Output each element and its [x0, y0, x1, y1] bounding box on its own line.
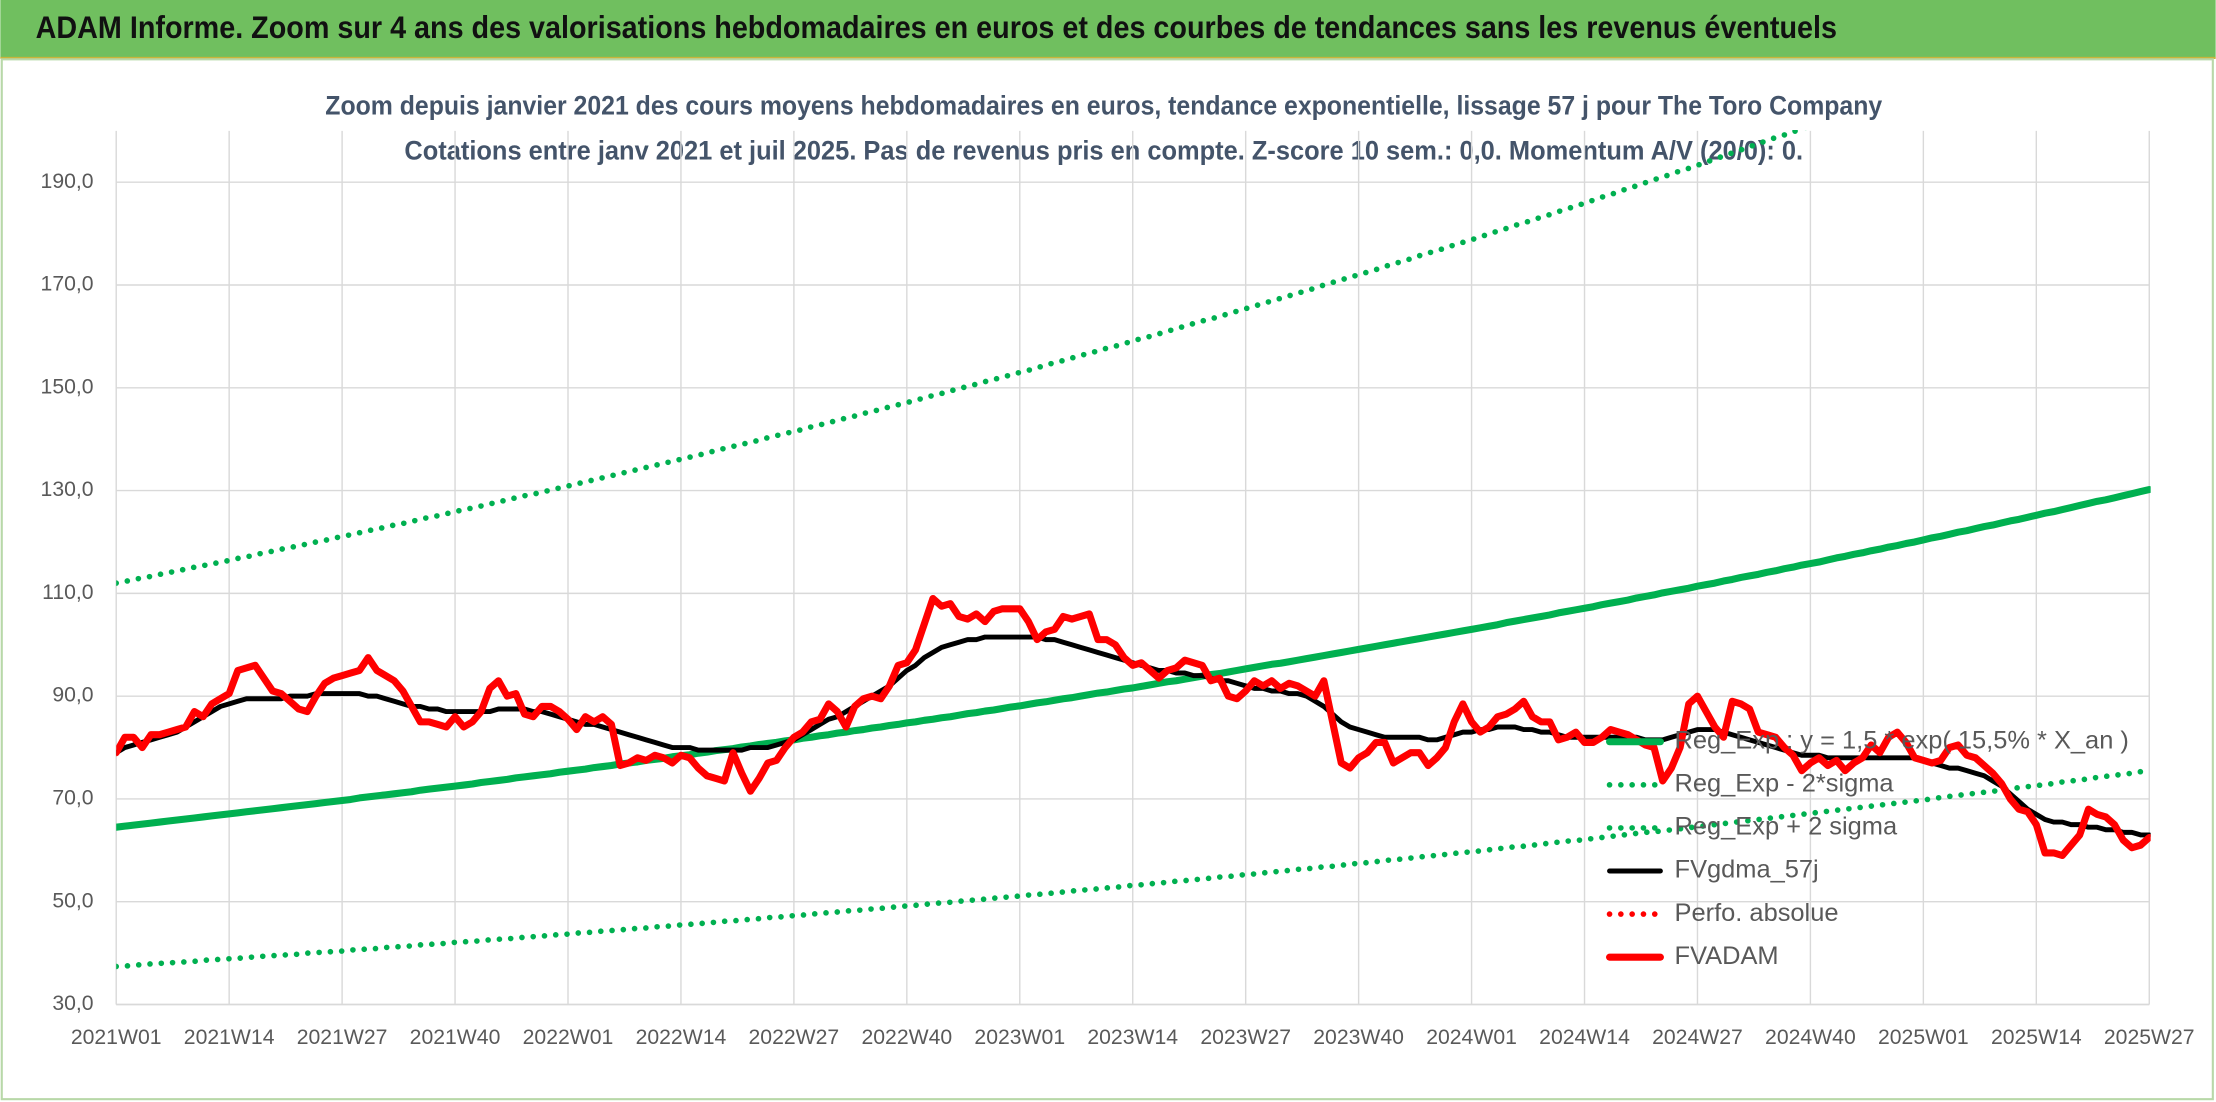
legend: Reg_Exp : y = 1,5 * exp( 15,5% * X_an ) R… [1606, 726, 2129, 970]
header-bar [0, 0, 2216, 58]
y-tick-label: 150,0 [41, 375, 94, 398]
y-tick-label: 30,0 [52, 992, 93, 1015]
x-tick-label: 2022W27 [749, 1026, 840, 1049]
legend-label: FVADAM [1675, 942, 1779, 970]
x-tick-label: 2021W01 [71, 1026, 162, 1049]
x-tick-label: 2022W14 [636, 1026, 727, 1049]
y-tick-label: 190,0 [41, 170, 94, 193]
chart-border [0, 58, 2214, 1101]
y-tick-label: 170,0 [41, 273, 94, 296]
x-tick-label: 2025W01 [1878, 1026, 1969, 1049]
x-tick-label: 2024W14 [1539, 1026, 1630, 1049]
x-tick-label: 2023W01 [974, 1026, 1065, 1049]
legend-label: Reg_Exp : y = 1,5 * exp( 15,5% * X_an ) [1675, 726, 2129, 754]
x-tick-label: 2023W27 [1200, 1026, 1291, 1049]
legend-label: Reg_Exp + 2 sigma [1675, 813, 1898, 841]
chart-title: Zoom depuis janvier 2021 des cours moyen… [325, 90, 1882, 120]
y-tick-label: 90,0 [52, 684, 93, 707]
x-tick-label: 2021W14 [184, 1026, 275, 1049]
series-line [116, 594, 2151, 860]
grid: 30,0 50,0 70,0 90,0 110,0 130,0 150,0 170,0 190,… [41, 130, 2195, 1049]
x-tick-label: 2022W40 [861, 1026, 952, 1049]
x-tick-label: 2024W40 [1765, 1026, 1856, 1049]
chart-subtitle: Cotations entre janv 2021 et juil 2025. … [404, 136, 1803, 166]
legend-label: Reg_Exp - 2*sigma [1675, 770, 1895, 798]
y-tick-label: 70,0 [52, 787, 93, 810]
x-tick-label: 2023W14 [1087, 1026, 1178, 1049]
x-tick-label: 2025W27 [2104, 1026, 2195, 1049]
x-tick-label: 2024W01 [1426, 1026, 1517, 1049]
x-tick-label: 2025W14 [1991, 1026, 2082, 1049]
x-tick-label: 2022W01 [523, 1026, 614, 1049]
legend-label: Perfo. absolue [1675, 899, 1839, 927]
legend-label: FVgdma_57j [1675, 856, 1819, 884]
y-tick-label: 110,0 [42, 581, 93, 604]
y-tick-label: 50,0 [52, 889, 93, 912]
x-tick-label: 2021W40 [410, 1026, 501, 1049]
series-line [116, 767, 2151, 970]
series-line [116, 486, 2151, 831]
plot-lines [116, 129, 2151, 970]
x-tick-label: 2024W27 [1652, 1026, 1743, 1049]
x-tick-label: 2021W27 [297, 1026, 388, 1049]
x-tick-label: 2023W40 [1313, 1026, 1404, 1049]
header-title: ADAM Informe. Zoom sur 4 ans des valoris… [36, 10, 1837, 45]
y-tick-label: 130,0 [41, 478, 94, 501]
